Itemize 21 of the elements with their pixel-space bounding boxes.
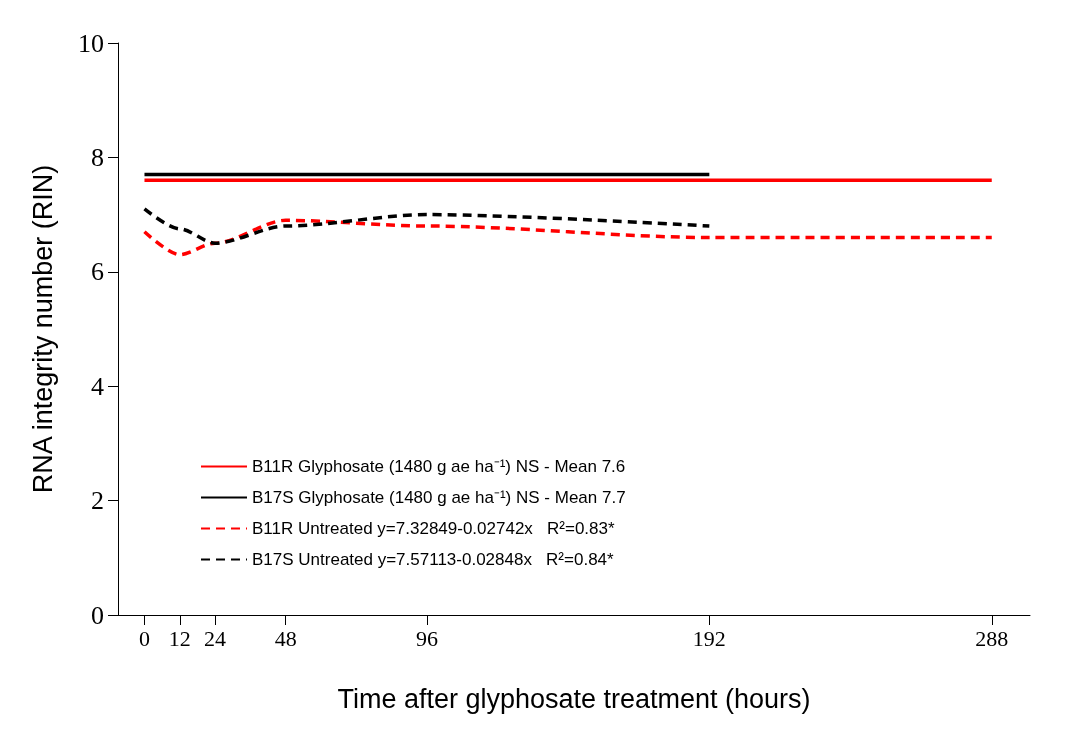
- y-tick-label: 2: [91, 486, 104, 516]
- x-tick-label: 48: [274, 625, 297, 651]
- y-tick-label: 10: [78, 28, 104, 58]
- y-tick-label: 0: [91, 600, 104, 630]
- x-tick-label: 96: [415, 625, 438, 651]
- x-tick-label: 12: [168, 625, 191, 651]
- legend-label: B11R Glyphosate (1480 g ae ha⁻¹) NS - Mean 7.6: [252, 457, 626, 476]
- line-series: [142, 207, 712, 245]
- x-axis-title: Time after glyphosate treatment (hours): [337, 683, 811, 714]
- legend-label: B11R Untreated y=7.32849-0.02742x R²=0.83*: [252, 519, 615, 538]
- y-axis-title: RNA integrity number (RIN): [27, 164, 58, 494]
- x-tick-label: 192: [692, 625, 726, 651]
- legend-label: B17S Glyphosate (1480 g ae ha⁻¹) NS - Mean 7.7: [252, 488, 626, 507]
- x-tick-label: 24: [204, 625, 227, 651]
- x-tick-label: 0: [138, 625, 150, 651]
- y-tick-label: 4: [91, 371, 104, 401]
- line-series: [142, 218, 994, 257]
- y-tick-label: 8: [91, 142, 104, 172]
- y-tick-label: 6: [91, 257, 104, 287]
- x-tick-label: 288: [975, 625, 1009, 651]
- legend-label: B17S Untreated y=7.57113-0.02848x R²=0.84*: [252, 550, 615, 569]
